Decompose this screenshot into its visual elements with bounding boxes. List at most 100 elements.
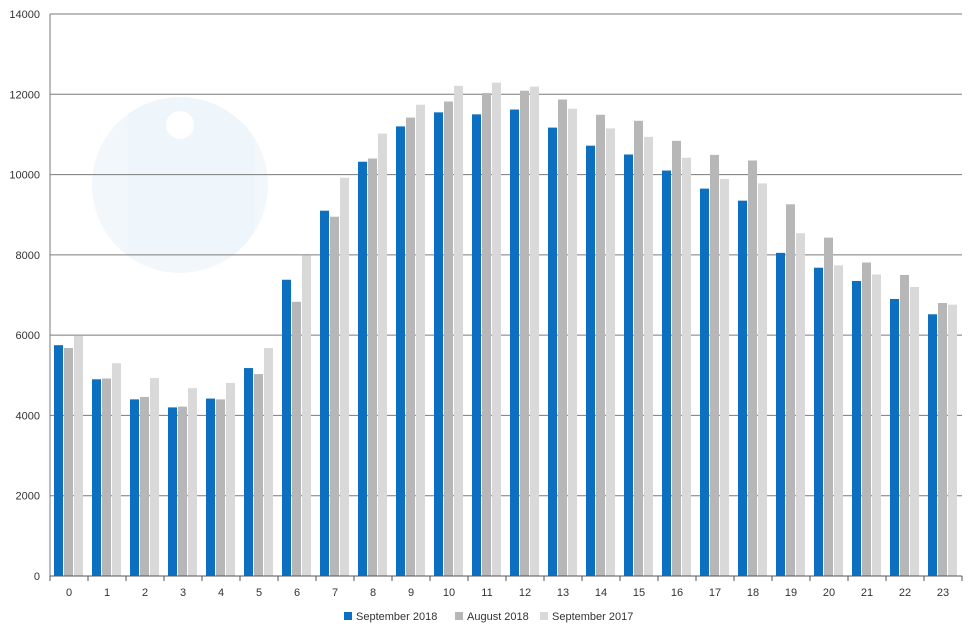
x-tick-label: 1 xyxy=(104,587,110,599)
legend-swatch xyxy=(344,612,352,620)
bar xyxy=(130,399,139,576)
x-tick-label: 12 xyxy=(519,587,531,599)
x-tick-label: 16 xyxy=(671,587,683,599)
bar xyxy=(606,128,615,576)
bar xyxy=(140,396,149,576)
bar xyxy=(720,178,729,577)
bar xyxy=(416,104,425,577)
bar xyxy=(368,158,377,576)
x-tick-label: 4 xyxy=(218,587,224,599)
bar xyxy=(92,379,101,576)
bar xyxy=(264,347,273,576)
bar xyxy=(178,406,187,576)
bar xyxy=(586,145,595,576)
y-tick-label: 14000 xyxy=(9,9,40,21)
bar xyxy=(472,114,481,576)
y-tick-label: 4000 xyxy=(16,410,40,422)
bar xyxy=(244,368,253,576)
bar xyxy=(624,154,633,576)
bar xyxy=(64,347,73,576)
bar xyxy=(900,274,909,576)
bar xyxy=(596,114,605,576)
bar xyxy=(834,265,843,576)
bar xyxy=(890,299,899,576)
bar xyxy=(340,177,349,577)
bar xyxy=(206,398,215,576)
bar xyxy=(530,86,539,576)
legend-label: September 2018 xyxy=(356,611,437,623)
bar xyxy=(102,378,111,576)
bar xyxy=(406,117,415,576)
bar xyxy=(862,262,871,576)
bar xyxy=(938,303,947,576)
bar xyxy=(254,374,263,576)
bar xyxy=(510,109,519,576)
bar xyxy=(682,157,691,576)
bar xyxy=(292,301,301,576)
bar xyxy=(434,112,443,576)
bar xyxy=(824,237,833,577)
bar xyxy=(634,120,643,576)
y-tick-label: 0 xyxy=(34,571,40,583)
bar xyxy=(738,200,747,576)
bar xyxy=(786,204,795,576)
bar xyxy=(758,183,767,576)
bar xyxy=(396,126,405,577)
bar xyxy=(188,388,197,576)
bar xyxy=(644,136,653,576)
x-tick-label: 14 xyxy=(595,587,607,599)
legend-label: September 2017 xyxy=(552,611,633,623)
bar xyxy=(54,345,63,576)
x-tick-label: 5 xyxy=(256,587,262,599)
y-tick-label: 2000 xyxy=(16,491,40,503)
x-tick-label: 2 xyxy=(142,587,148,599)
bar xyxy=(776,252,785,576)
bar xyxy=(814,267,823,576)
x-tick-label: 10 xyxy=(443,587,455,599)
bar xyxy=(928,314,937,576)
x-tick-label: 21 xyxy=(861,587,873,599)
bar xyxy=(482,93,491,577)
bar xyxy=(748,160,757,576)
legend-swatch xyxy=(540,612,548,620)
x-tick-label: 22 xyxy=(899,587,911,599)
bar xyxy=(872,274,881,576)
bar xyxy=(492,82,501,576)
x-tick-label: 8 xyxy=(370,587,376,599)
bar xyxy=(216,399,225,576)
bar xyxy=(320,210,329,576)
legend-swatch xyxy=(455,612,463,620)
bar xyxy=(454,85,463,576)
bar xyxy=(302,255,311,576)
legend: September 2018 August 2018 September 2017 xyxy=(344,611,633,623)
x-tick-label: 19 xyxy=(785,587,797,599)
bar xyxy=(150,378,159,576)
bar xyxy=(74,335,83,576)
bar xyxy=(558,99,567,577)
x-tick-label: 0 xyxy=(66,587,72,599)
x-tick-label: 11 xyxy=(481,587,492,599)
bar xyxy=(852,280,861,576)
bar xyxy=(378,133,387,576)
x-tick-label: 20 xyxy=(823,587,835,599)
bar xyxy=(520,90,529,577)
bar xyxy=(948,304,957,576)
y-tick-label: 12000 xyxy=(9,89,40,101)
bar xyxy=(358,161,367,576)
y-tick-label: 10000 xyxy=(9,170,40,182)
bar xyxy=(226,382,235,576)
x-tick-label: 17 xyxy=(709,587,721,599)
x-tick-label: 7 xyxy=(332,587,338,599)
bar xyxy=(282,279,291,576)
bar xyxy=(168,407,177,576)
x-tick-label: 15 xyxy=(633,587,645,599)
bar xyxy=(330,216,339,576)
x-tick-label: 13 xyxy=(557,587,569,599)
bar xyxy=(444,101,453,577)
bar xyxy=(700,188,709,576)
bar xyxy=(910,286,919,576)
bar xyxy=(710,154,719,576)
